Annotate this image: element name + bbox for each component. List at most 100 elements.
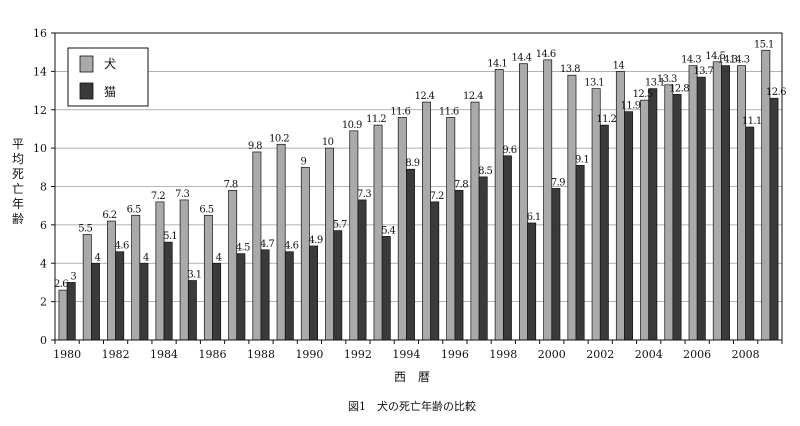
bar-cat [139, 262, 149, 341]
data-label-dog: 9.8 [248, 141, 262, 152]
data-label-dog: 13.8 [560, 64, 580, 75]
data-label-dog: 11.6 [439, 106, 459, 117]
bar-cat [357, 199, 367, 341]
x-tick-label: 2008 [732, 348, 760, 361]
y-tick-label: 10 [33, 142, 47, 155]
bar-cat [284, 251, 294, 341]
data-label-cat: 6.1 [527, 212, 541, 223]
bar-dog [58, 289, 68, 341]
bar-cat [454, 189, 464, 341]
x-tick-label: 1984 [150, 348, 178, 361]
gridlines [55, 70, 782, 303]
bar-dog [664, 84, 674, 341]
data-label-dog: 6.2 [102, 210, 116, 221]
data-label-dog: 11.2 [366, 114, 386, 125]
bar-cat [527, 222, 537, 341]
data-label-cat: 4.7 [260, 239, 274, 250]
bar-cat [745, 126, 755, 341]
bar-dog [397, 117, 407, 341]
data-label-cat: 8.5 [478, 166, 492, 177]
data-label-dog: 12.5 [633, 89, 653, 100]
data-label-dog: 2.6 [54, 279, 68, 290]
data-label-cat: 4.9 [308, 235, 322, 246]
x-tick-label: 1980 [53, 348, 81, 361]
bar-dog [155, 201, 165, 341]
data-label-dog: 10.2 [269, 133, 289, 144]
data-label-cat: 13.7 [693, 66, 713, 77]
data-label-dog: 14.3 [730, 55, 750, 66]
bar-dog [325, 147, 335, 341]
bar-cat [309, 245, 319, 341]
bar-dog [518, 63, 528, 341]
y-tick-label: 4 [40, 257, 47, 270]
data-label-dog: 12.4 [415, 91, 435, 102]
data-label-dog: 12.4 [463, 91, 483, 102]
data-label-cat: 11.1 [742, 116, 762, 127]
data-label-cat: 11.2 [596, 114, 616, 125]
axes: 0 2 4 6 8 10 12 14 16 1980 1982 1984 1986 1988 1990 199… [33, 27, 783, 361]
data-label-dog: 5.5 [78, 223, 92, 234]
data-label-dog: 10.9 [342, 120, 362, 131]
bar-dog [228, 189, 238, 341]
bar-dog [591, 88, 601, 341]
data-label-cat: 4 [216, 252, 222, 263]
data-label-cat: 4 [143, 252, 149, 263]
bar-dog [543, 59, 553, 341]
data-label-cat: 11.9 [621, 101, 641, 112]
bar-cat [769, 97, 779, 341]
bar-dog [494, 69, 504, 341]
y-axis-title-char: 年 [12, 197, 24, 211]
data-label-dog: 7.2 [151, 191, 165, 202]
legend-swatch-cat [79, 82, 94, 100]
data-label-dog: 14.1 [487, 58, 507, 69]
bar-cat [648, 88, 658, 341]
data-label-cat: 7.9 [551, 177, 565, 188]
data-label-dog: 14.5 [705, 51, 725, 62]
bar-cat [575, 165, 585, 341]
data-label-dog: 6.5 [199, 204, 213, 215]
y-axis-title-char: 亡 [12, 182, 24, 196]
data-label-cat: 12.6 [766, 87, 786, 98]
data-label-cat: 9.6 [502, 145, 516, 156]
bar-cat [624, 111, 634, 341]
bar-cat [430, 201, 440, 341]
y-tick-label: 0 [40, 334, 47, 347]
data-label-dog: 15.1 [754, 39, 774, 50]
x-tick-label: 1990 [295, 348, 323, 361]
data-label-cat: 8.9 [405, 158, 419, 169]
bar-cat [90, 262, 100, 341]
y-axis-title-char: 均 [12, 152, 24, 166]
x-tick-label: 2004 [635, 348, 663, 361]
data-label-cat: 12.8 [669, 83, 689, 94]
bar-cat [212, 262, 222, 341]
data-label-cat: 4 [95, 252, 101, 263]
data-label-dog: 6.5 [127, 204, 141, 215]
y-tick-label: 8 [40, 181, 47, 194]
x-tick-label: 1992 [344, 348, 372, 361]
data-label-cat: 4.6 [284, 241, 298, 252]
bar-cat [672, 94, 682, 341]
bar-dog [300, 166, 310, 341]
bar-cat [721, 65, 730, 341]
data-label-dog: 9 [300, 156, 306, 167]
legend: 犬 猫 [67, 47, 149, 107]
legend-label-dog: 犬 [104, 57, 116, 71]
data-label-cat: 13.1 [645, 78, 665, 89]
y-axis-title-char: 死 [12, 167, 24, 181]
legend-label-cat: 猫 [104, 85, 116, 99]
data-label-cat: 3 [70, 271, 76, 282]
data-label-cat: 3.1 [187, 270, 201, 281]
bar-dog [349, 130, 359, 341]
data-label-dog: 11.6 [390, 106, 410, 117]
bar-cat [696, 76, 706, 341]
data-label-cat: 4.5 [236, 243, 250, 254]
data-label-cat: 14.3 [718, 55, 738, 66]
bar-dog [82, 234, 92, 341]
y-tick-label: 14 [33, 65, 47, 78]
bar-dog [470, 101, 480, 341]
bar-cat [478, 176, 488, 341]
x-tick-label: 1988 [247, 348, 275, 361]
y-tick-label: 6 [40, 219, 47, 232]
bars [58, 49, 779, 341]
